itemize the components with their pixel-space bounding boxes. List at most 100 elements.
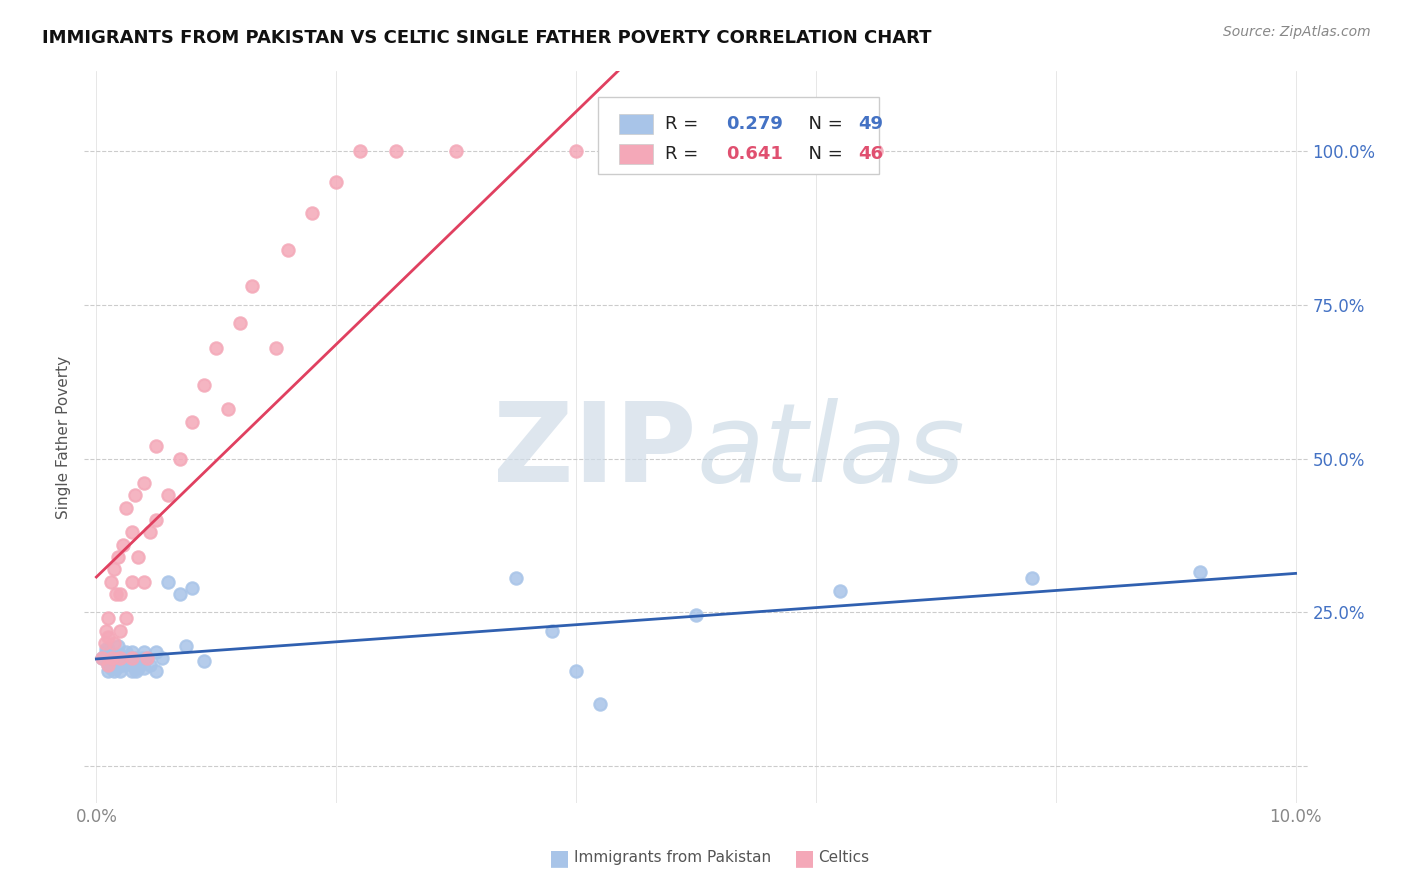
Point <box>157 488 180 502</box>
Point <box>134 476 156 491</box>
Point <box>115 500 138 515</box>
Point <box>139 657 162 672</box>
Point <box>145 439 167 453</box>
Point <box>127 660 149 674</box>
Point <box>124 651 146 665</box>
Point <box>94 624 117 638</box>
Point <box>111 538 134 552</box>
Point <box>277 243 299 257</box>
Point <box>1021 571 1043 585</box>
Point <box>124 488 146 502</box>
Point <box>110 657 132 672</box>
FancyBboxPatch shape <box>619 144 654 164</box>
Point <box>97 651 120 665</box>
Point <box>111 651 134 665</box>
Point <box>541 624 564 638</box>
Text: R =: R = <box>665 115 704 133</box>
Point <box>115 655 138 669</box>
Point <box>97 611 120 625</box>
Text: ■: ■ <box>794 847 815 868</box>
Point <box>104 587 127 601</box>
Point <box>127 549 149 564</box>
Point <box>121 664 143 678</box>
Point <box>565 664 588 678</box>
Point <box>100 660 122 674</box>
Text: 0.279: 0.279 <box>727 115 783 133</box>
Point <box>121 574 143 589</box>
Point <box>91 651 114 665</box>
Point <box>103 636 125 650</box>
Point <box>121 657 143 672</box>
Point <box>110 651 132 665</box>
Point <box>145 513 167 527</box>
Point <box>91 651 114 665</box>
Point <box>118 651 141 665</box>
Point <box>104 660 127 674</box>
Point <box>115 645 138 659</box>
Point <box>121 645 143 659</box>
Point <box>193 655 215 669</box>
Point <box>94 642 117 657</box>
Point <box>125 664 148 678</box>
Text: N =: N = <box>797 145 849 163</box>
Text: N =: N = <box>797 115 849 133</box>
Point <box>97 664 120 678</box>
Point <box>865 145 887 159</box>
Point <box>181 415 204 429</box>
Point <box>135 651 157 665</box>
Point <box>444 145 467 159</box>
Point <box>169 451 191 466</box>
Point <box>103 655 125 669</box>
Point <box>107 639 129 653</box>
Text: Immigrants from Pakistan: Immigrants from Pakistan <box>574 850 770 865</box>
Point <box>150 651 173 665</box>
Point <box>121 525 143 540</box>
Text: ZIP: ZIP <box>492 398 696 505</box>
Point <box>134 574 156 589</box>
Y-axis label: Single Father Poverty: Single Father Poverty <box>56 356 72 518</box>
Point <box>103 664 125 678</box>
Point <box>565 145 588 159</box>
Point <box>100 574 122 589</box>
Point <box>264 341 287 355</box>
Point <box>101 651 124 665</box>
Point <box>205 341 228 355</box>
Point <box>110 587 132 601</box>
Point <box>145 664 167 678</box>
Point <box>139 525 162 540</box>
Point <box>101 651 124 665</box>
Text: 0.641: 0.641 <box>727 145 783 163</box>
Point <box>181 581 204 595</box>
Text: 46: 46 <box>859 145 883 163</box>
Point <box>112 657 135 672</box>
FancyBboxPatch shape <box>619 114 654 135</box>
Text: R =: R = <box>665 145 704 163</box>
Point <box>93 636 117 650</box>
Point <box>505 571 527 585</box>
Point <box>97 630 120 644</box>
Point <box>301 205 323 219</box>
Point <box>828 583 851 598</box>
Point <box>93 648 117 663</box>
Point <box>240 279 263 293</box>
Point <box>385 145 408 159</box>
Text: IMMIGRANTS FROM PAKISTAN VS CELTIC SINGLE FATHER POVERTY CORRELATION CHART: IMMIGRANTS FROM PAKISTAN VS CELTIC SINGL… <box>42 29 932 46</box>
Point <box>157 574 180 589</box>
Point <box>103 562 125 576</box>
Point <box>169 587 191 601</box>
Point <box>97 657 120 672</box>
Point <box>110 664 132 678</box>
Point <box>134 660 156 674</box>
Point <box>325 175 347 189</box>
Point <box>1188 566 1211 580</box>
Point <box>107 657 129 672</box>
Text: atlas: atlas <box>696 398 965 505</box>
Point <box>110 624 132 638</box>
Text: Source: ZipAtlas.com: Source: ZipAtlas.com <box>1223 25 1371 39</box>
Text: 49: 49 <box>859 115 883 133</box>
FancyBboxPatch shape <box>598 97 880 174</box>
Point <box>589 698 612 712</box>
Point <box>193 377 215 392</box>
Point <box>135 651 157 665</box>
Text: Celtics: Celtics <box>818 850 869 865</box>
